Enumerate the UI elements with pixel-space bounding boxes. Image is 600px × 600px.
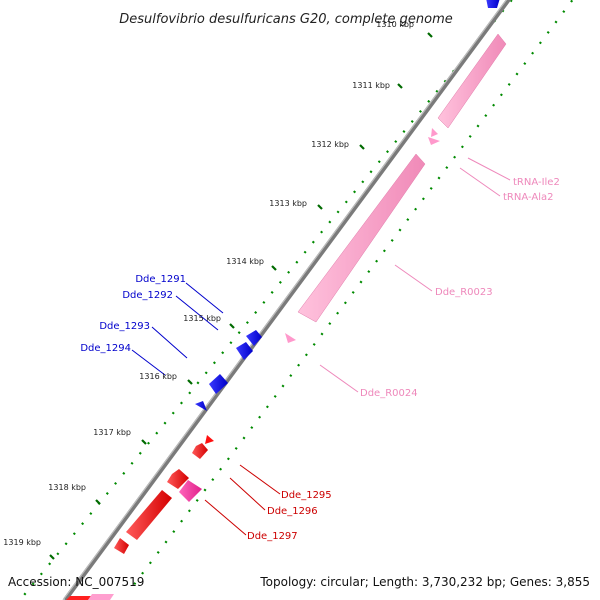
- rna-feature-dde-r0023[interactable]: [297, 153, 426, 323]
- kbp-label: 1311 kbp: [352, 81, 390, 90]
- gene-label-dde-1292[interactable]: Dde_1292: [122, 290, 173, 301]
- gene-arrow-small-red[interactable]: [205, 435, 214, 444]
- gene-label-dde-1291[interactable]: Dde_1291: [135, 274, 186, 285]
- gene-label-dde-1297[interactable]: Dde_1297: [247, 531, 298, 542]
- kbp-label: 1318 kbp: [48, 483, 86, 492]
- accession-text: Accession: NC_007519: [8, 575, 144, 589]
- kbp-label: 1316 kbp: [139, 372, 177, 381]
- kbp-label: 1314 kbp: [226, 257, 264, 266]
- inner-tick-ring: [129, 0, 574, 591]
- genome-backbone: [63, 0, 512, 600]
- kbp-label: 1313 kbp: [269, 199, 307, 208]
- gene-arrow-dde-1296[interactable]: [167, 469, 189, 489]
- gene-arrow-dde-1297[interactable]: [179, 480, 202, 502]
- gene-label-dde-1293[interactable]: Dde_1293: [99, 321, 150, 332]
- gene-label-dde-1295[interactable]: Dde_1295: [281, 490, 332, 501]
- kbp-label: 1317 kbp: [93, 428, 131, 437]
- gene-label-dde-r0023[interactable]: Dde_R0023: [435, 287, 493, 298]
- gene-label-dde-1294[interactable]: Dde_1294: [80, 343, 131, 354]
- topology-text: Topology: circular; Length: 3,730,232 bp…: [259, 575, 590, 589]
- gene-arrow-bottom-red[interactable]: [114, 538, 129, 554]
- map-title: Desulfovibrio desulfuricans G20, complet…: [119, 12, 453, 27]
- rna-feature-dde-r0024[interactable]: [285, 333, 296, 343]
- gene-arrow-dde-1295[interactable]: [192, 443, 208, 459]
- kbp-label: 1312 kbp: [311, 140, 349, 149]
- gene-label-trna-ala2[interactable]: tRNA-Ala2: [503, 192, 553, 203]
- rna-feature-long-upper[interactable]: [437, 33, 507, 129]
- gene-arrow-dde-1292[interactable]: [236, 342, 253, 360]
- kbp-label: 1315 kbp: [183, 314, 221, 323]
- label-leaders: [131, 157, 511, 536]
- kbp-label: 1310 kbp: [376, 20, 414, 29]
- kbp-major-ticks: [49, 32, 433, 560]
- rna-feature-trna-ile2[interactable]: [431, 128, 438, 137]
- gene-arrow-edge-pink[interactable]: [88, 594, 114, 600]
- rna-feature-trna-ala2[interactable]: [428, 137, 440, 145]
- outer-tick-ring: [19, 0, 514, 600]
- gene-arrow-edge-red[interactable]: [66, 596, 92, 600]
- gene-label-trna-ile2[interactable]: tRNA-Ile2: [513, 177, 560, 188]
- gene-arrow-dde-1293[interactable]: [209, 374, 228, 394]
- gene-label-dde-1296[interactable]: Dde_1296: [267, 506, 318, 517]
- genome-backbone-highlight: [62, 0, 508, 600]
- gene-arrow-dde-1294[interactable]: [195, 401, 207, 411]
- gene-arrow-dde-1291[interactable]: [246, 330, 262, 346]
- gene-arrow-long-red[interactable]: [126, 490, 172, 540]
- gene-arrow-dde-1290[interactable]: [486, 0, 500, 8]
- kbp-label: 1319 kbp: [3, 538, 41, 547]
- gene-label-dde-r0024[interactable]: Dde_R0024: [360, 388, 418, 399]
